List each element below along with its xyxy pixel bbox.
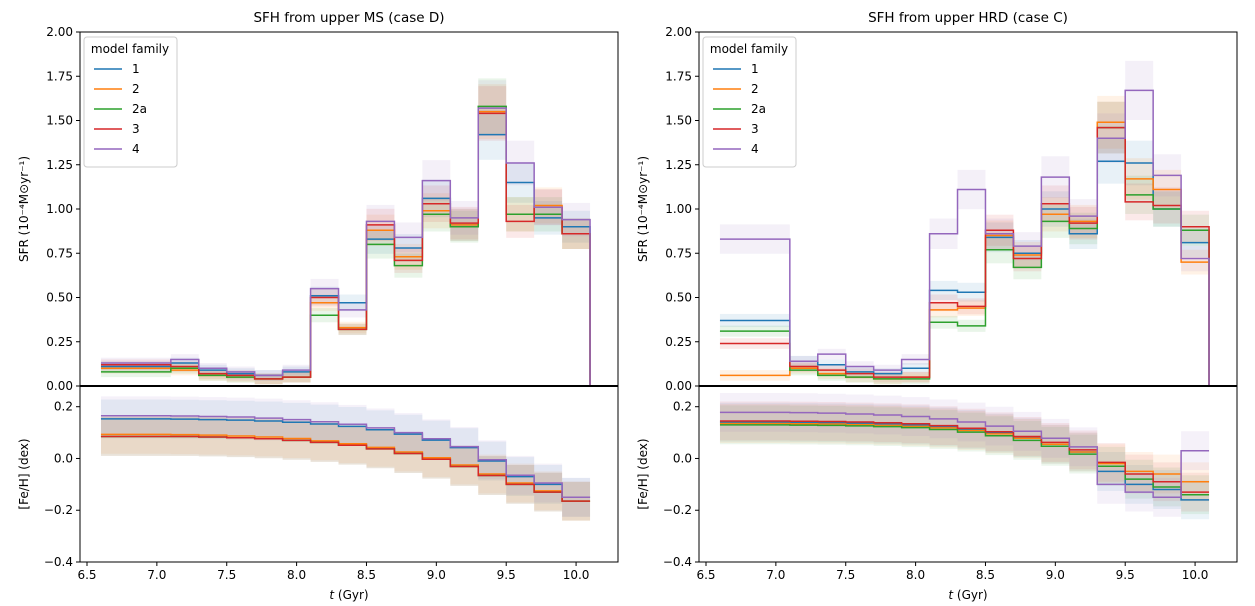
y-axis-label-bottom: [Fe/H] (dex) [636, 438, 650, 509]
xtick-label: 8.0 [287, 568, 306, 582]
xtick-label: 6.5 [696, 568, 715, 582]
xtick-label: 8.5 [357, 568, 376, 582]
ytick-label-top: 2.00 [46, 25, 73, 39]
feh-line-series-4 [719, 411, 1210, 499]
ytick-label-top: 0.25 [665, 335, 692, 349]
xtick-label: 7.0 [147, 568, 166, 582]
legend-label-2a: 2a [751, 102, 766, 116]
feh-band-3 [719, 401, 1210, 512]
x-axis-label: t (Gyr) [948, 588, 987, 602]
x-axis-label-unit: (Gyr) [953, 588, 988, 602]
xtick-label: 9.5 [1116, 568, 1135, 582]
legend: model family 1 2 2a 3 4 [702, 36, 797, 168]
legend-label-2a: 2a [132, 102, 147, 116]
feh-band-2a [100, 417, 591, 521]
feh-line-series-2a [719, 424, 1210, 496]
xtick-label: 7.5 [836, 568, 855, 582]
ytick-label-top: 1.75 [665, 69, 692, 83]
ytick-label-bottom: 0.2 [54, 400, 73, 414]
chart-title: SFH from upper HRD (case C) [868, 10, 1068, 26]
ytick-label-top: 2.00 [665, 25, 692, 39]
xtick-label: 7.0 [766, 568, 785, 582]
y-axis-label-bottom: [Fe/H] (dex) [17, 438, 31, 509]
ytick-label-bottom: 0.2 [673, 400, 692, 414]
ytick-label-bottom: 0.0 [54, 451, 73, 465]
y-axis-label-top: SFR (10⁻⁴M⊙yr⁻¹) [636, 156, 650, 262]
legend-label-4: 4 [132, 142, 140, 156]
xtick-label: 9.5 [497, 568, 516, 582]
feh-line-series-4 [100, 415, 591, 499]
ytick-label-top: 0.75 [46, 246, 73, 260]
legend-label-3: 3 [751, 122, 759, 136]
xtick-label: 7.5 [217, 568, 236, 582]
ytick-label-bottom: −0.4 [663, 555, 692, 569]
ytick-label-top: 0.00 [665, 379, 692, 393]
chart-title: SFH from upper MS (case D) [253, 10, 444, 26]
sfr-line-series-2a [719, 126, 1210, 386]
feh-uncertainty-bands [100, 396, 591, 521]
legend-label-3: 3 [132, 122, 140, 136]
legend-title: model family [91, 42, 169, 56]
xtick-label: 9.0 [427, 568, 446, 582]
sfr-line-series-4 [100, 107, 591, 386]
ytick-label-top: 1.00 [665, 202, 692, 216]
ytick-label-top: 1.25 [665, 158, 692, 172]
x-axis-label-italic: t [329, 588, 335, 602]
x-axis-label-unit: (Gyr) [334, 588, 369, 602]
sfr-line-series-4 [719, 89, 1210, 386]
ytick-label-top: 0.75 [665, 246, 692, 260]
legend: model family 1 2 2a 3 4 [83, 36, 178, 168]
xtick-label: 10.0 [563, 568, 590, 582]
feh-band-3 [100, 417, 591, 521]
feh-band-2 [100, 414, 591, 521]
ytick-label-top: 0.25 [46, 335, 73, 349]
ytick-label-bottom: 0.0 [673, 451, 692, 465]
ytick-label-top: 1.50 [665, 114, 692, 128]
feh-line-series-3 [100, 435, 591, 502]
xtick-label: 10.0 [1182, 568, 1209, 582]
xtick-label: 8.0 [906, 568, 925, 582]
feh-band-2 [719, 404, 1210, 502]
ytick-label-bottom: −0.4 [44, 555, 73, 569]
xtick-label: 9.0 [1046, 568, 1065, 582]
ytick-label-top: 1.00 [46, 202, 73, 216]
x-axis-label-italic: t [948, 588, 954, 602]
feh-band-4 [100, 396, 591, 517]
ytick-label-top: 1.50 [46, 114, 73, 128]
legend-label-4: 4 [751, 142, 759, 156]
x-axis-label: t (Gyr) [329, 588, 368, 602]
legend-title: model family [710, 42, 788, 56]
feh-line-series-3 [719, 420, 1210, 493]
legend-label-1: 1 [132, 62, 140, 76]
y-axis-label-top: SFR (10⁻⁴M⊙yr⁻¹) [17, 156, 31, 262]
ytick-label-bottom: −0.2 [44, 503, 73, 517]
ytick-label-top: 0.00 [46, 379, 73, 393]
xtick-label: 8.5 [976, 568, 995, 582]
ytick-label-top: 0.50 [665, 291, 692, 305]
ytick-label-top: 1.75 [46, 69, 73, 83]
legend-box [83, 36, 178, 168]
ytick-label-top: 1.25 [46, 158, 73, 172]
legend-label-2: 2 [751, 82, 759, 96]
xtick-label: 6.5 [77, 568, 96, 582]
legend-label-2: 2 [132, 82, 140, 96]
chart-panel-2: 0.00 0.25 0.50 0.75 1.00 1.25 1.50 1.75 2.00 −0.4… [636, 10, 1238, 602]
feh-band-2a [719, 405, 1210, 515]
feh-band-1 [719, 402, 1210, 520]
ytick-label-top: 0.50 [46, 291, 73, 305]
chart-panel-1: 0.00 0.25 0.50 0.75 1.00 1.25 1.50 1.75 2.00 −0.4… [17, 10, 619, 602]
feh-band-1 [100, 399, 591, 517]
sfr-line-series-3 [719, 126, 1210, 386]
legend-box [702, 36, 797, 168]
legend-label-1: 1 [751, 62, 759, 76]
ytick-label-bottom: −0.2 [663, 503, 692, 517]
